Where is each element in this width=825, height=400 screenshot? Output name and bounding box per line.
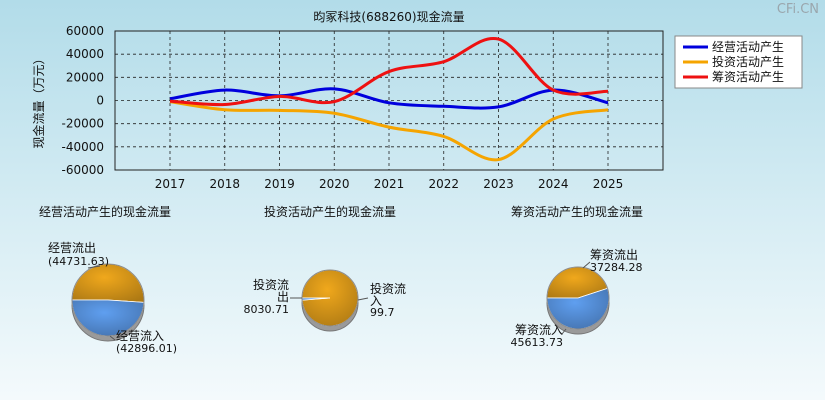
leader-line [87, 265, 101, 269]
slice-value: 8030.71 [244, 303, 290, 316]
slice-value: (42896.01) [116, 342, 177, 355]
pie-title: 经营活动产生的现金流量 [39, 204, 171, 219]
y-tick-label: 0 [96, 94, 104, 108]
pie-title: 筹资活动产生的现金流量 [511, 204, 643, 219]
x-tick-label: 2025 [593, 177, 624, 191]
y-tick-label: -40000 [61, 140, 104, 154]
slice-value: (44731.63) [48, 255, 109, 268]
slice-value: 45613.73 [511, 336, 564, 349]
slice-label: 投资流出 [253, 277, 289, 304]
leader-line [582, 261, 591, 269]
legend-label: 经营活动产生 [712, 40, 784, 54]
slice-label: 投资流入 [370, 281, 406, 308]
slice-value: 37284.28 [590, 261, 643, 274]
watermark: CFi.CN [776, 2, 819, 17]
slice-label: 经营流出 [48, 241, 96, 255]
slice-label: 筹资流出 [590, 248, 638, 262]
pie-slice [71, 263, 145, 303]
slice-label: 筹资流入 [515, 323, 563, 337]
pie-outline [546, 266, 610, 330]
y-tick-label: -20000 [61, 117, 104, 131]
series-line-0 [169, 87, 609, 110]
y-tick-label: 40000 [66, 47, 104, 61]
pie-title: 投资活动产生的现金流量 [264, 204, 396, 219]
x-tick-label: 2020 [319, 177, 350, 191]
x-tick-label: 2018 [209, 177, 240, 191]
series-line-1 [169, 100, 609, 162]
x-tick-label: 2024 [538, 177, 569, 191]
slice-label: 经营流入 [116, 329, 164, 343]
series-line-2 [169, 36, 609, 107]
y-tick-label: -60000 [61, 163, 104, 177]
x-tick-label: 2023 [483, 177, 514, 191]
x-tick-label: 2019 [264, 177, 295, 191]
y-tick-label: 60000 [66, 24, 104, 38]
leader-line [561, 328, 567, 335]
slice-value: 99.7 [370, 306, 395, 319]
legend-label: 筹资活动产生 [712, 70, 784, 84]
x-tick-label: 2017 [155, 177, 186, 191]
x-tick-label: 2022 [428, 177, 459, 191]
leader-line [357, 297, 369, 301]
legend-label: 投资活动产生 [712, 54, 784, 69]
x-tick-label: 2021 [374, 177, 405, 191]
chart-title: 昀冢科技(688260)现金流量 [313, 9, 464, 24]
y-axis-label: 现金流量（万元） [31, 52, 46, 148]
leader-line [109, 335, 116, 341]
y-tick-label: 20000 [66, 70, 104, 84]
pie-outline [71, 263, 145, 337]
